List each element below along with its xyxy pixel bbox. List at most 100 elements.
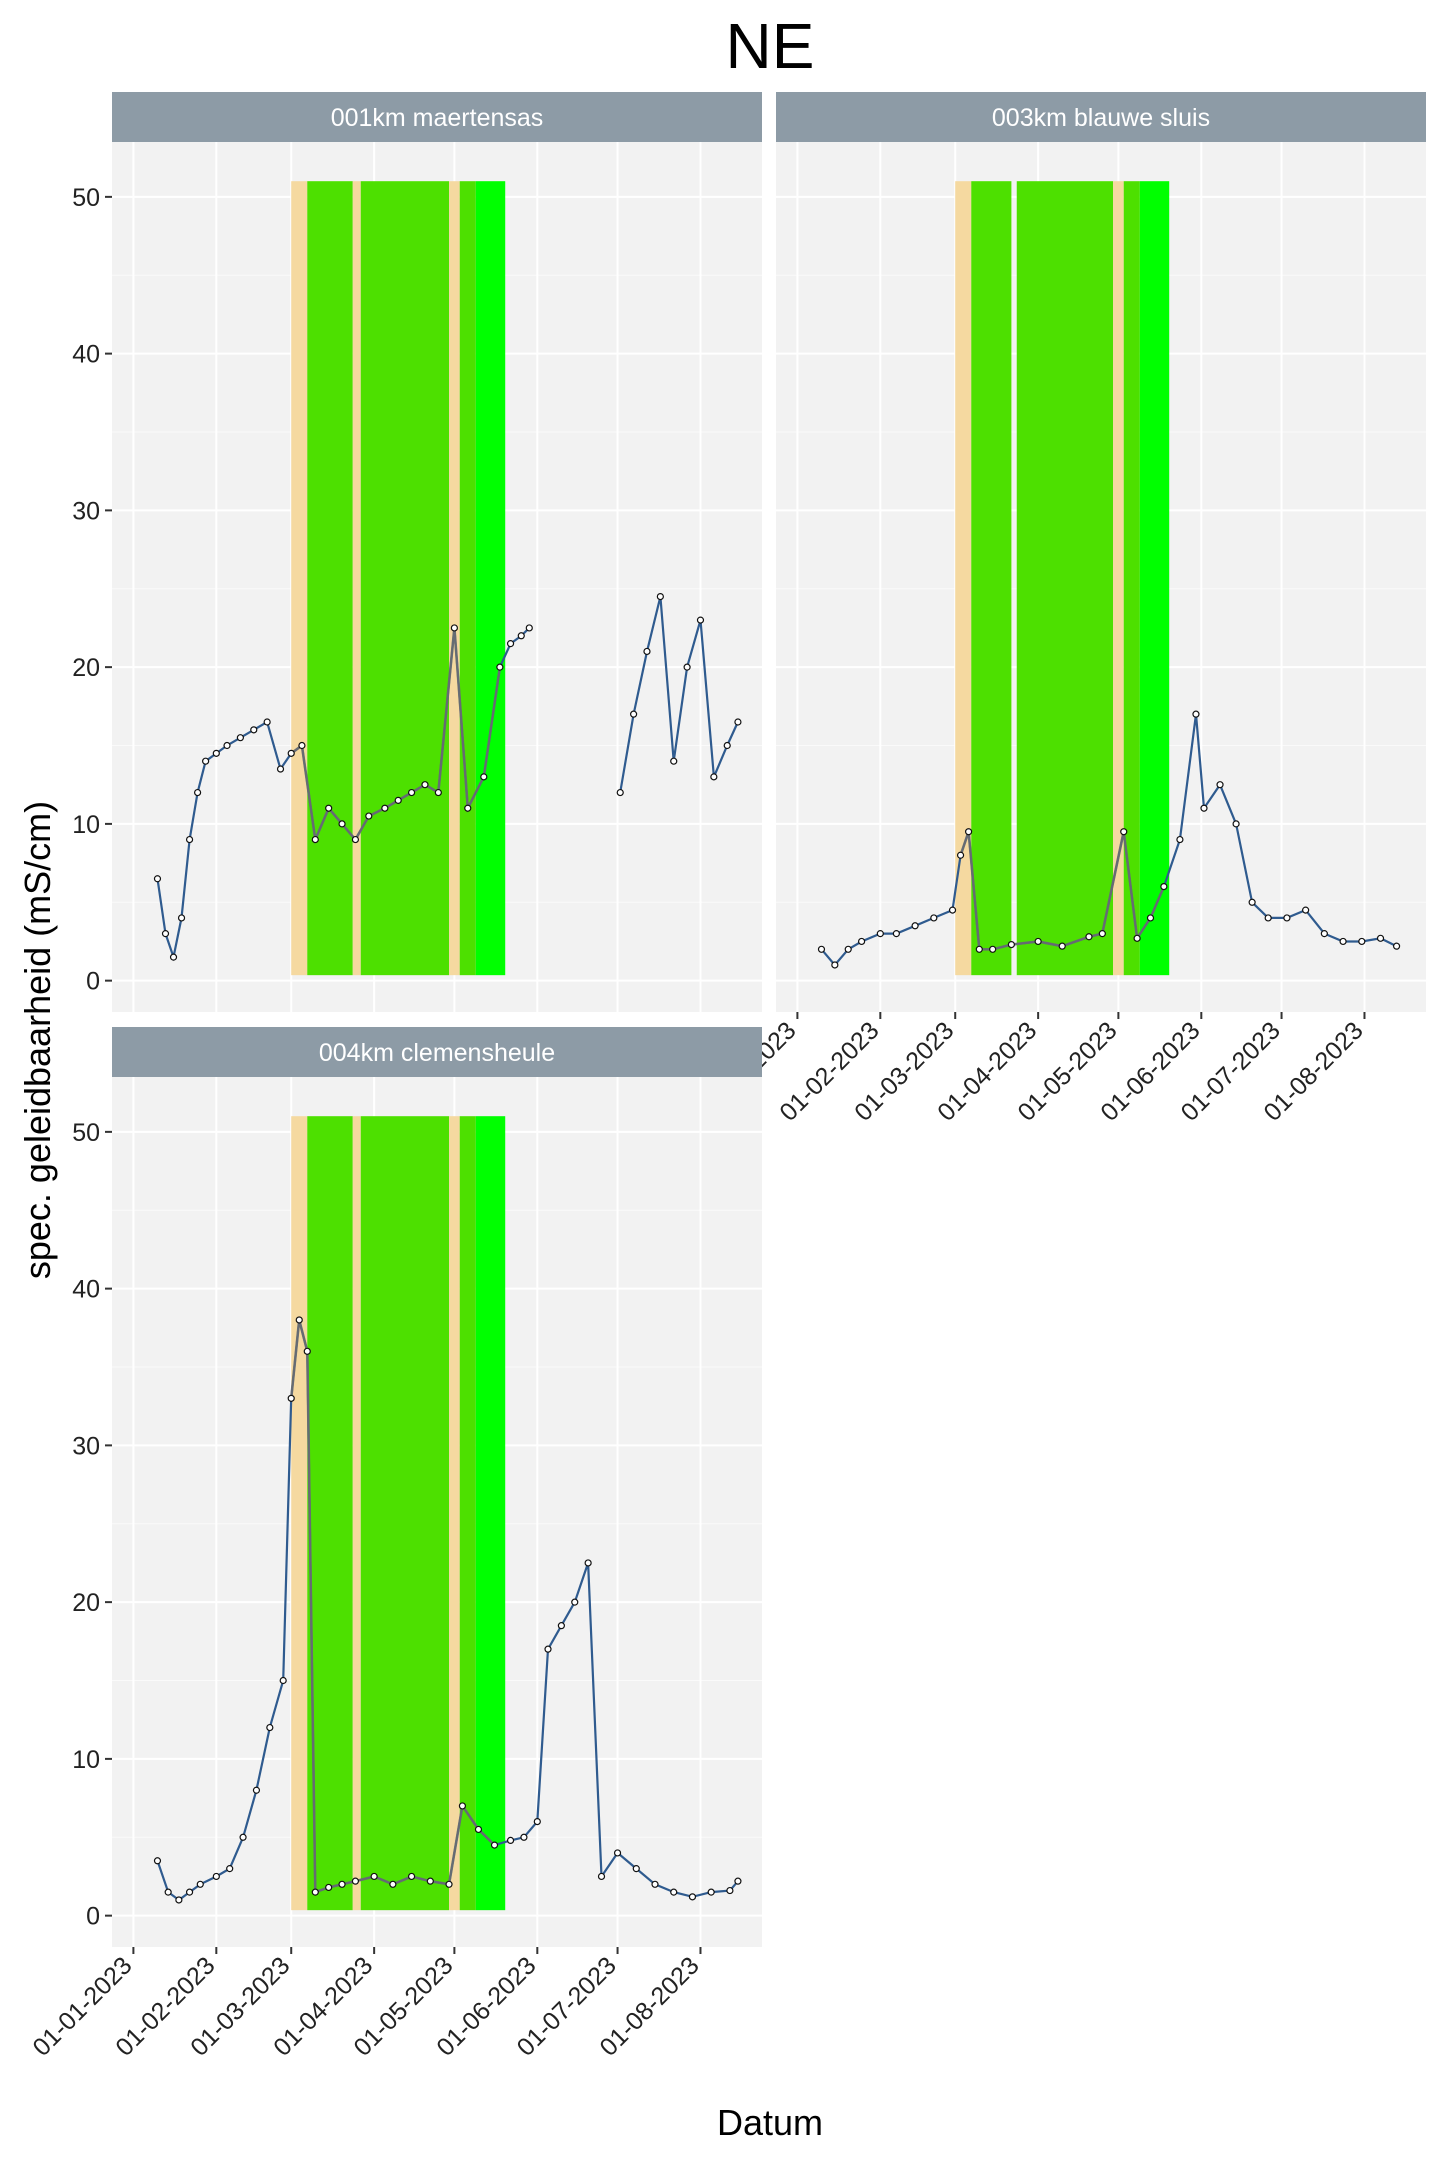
x-axis-label: Datum (717, 2102, 823, 2143)
data-point (325, 1883, 333, 1892)
data-point (164, 1888, 172, 1896)
data-point (1264, 914, 1272, 922)
y-tick-label: 30 (72, 497, 100, 525)
data-point (239, 1833, 247, 1841)
data-point (212, 1872, 220, 1881)
data-point (434, 788, 442, 797)
chart-title: NE (726, 10, 815, 82)
data-point (525, 624, 533, 632)
data-point (520, 1833, 528, 1841)
data-point (1392, 942, 1401, 950)
data-point (613, 1849, 622, 1857)
data-point (1376, 934, 1385, 942)
data-point (153, 875, 162, 883)
y-tick-label: 30 (72, 1432, 100, 1460)
data-point (557, 1622, 565, 1630)
y-axis-label: spec. geleidbaarheid (mS/cm) (17, 801, 58, 1279)
shaded-band (1113, 181, 1124, 976)
shaded-band (291, 181, 308, 976)
shaded-band (307, 181, 353, 976)
data-point (252, 1786, 261, 1794)
data-point (1034, 937, 1042, 946)
data-point (584, 1559, 592, 1567)
data-point (1133, 934, 1141, 942)
series-line-shaded (290, 627, 502, 845)
y-tick-label: 20 (72, 1589, 100, 1617)
data-point (298, 741, 306, 750)
data-point (212, 749, 220, 757)
data-point (683, 663, 691, 671)
data-point (1216, 781, 1224, 789)
data-point (445, 1880, 453, 1888)
data-point (734, 718, 742, 726)
data-point (236, 734, 244, 742)
shaded-band (1016, 181, 1114, 976)
data-point (202, 757, 210, 765)
data-point (1339, 937, 1347, 946)
data-point (1120, 828, 1128, 836)
y-tick-label: 0 (86, 1903, 100, 1931)
data-point (831, 961, 839, 969)
shaded-band (955, 181, 972, 976)
data-point (817, 945, 826, 953)
data-point (389, 1880, 397, 1888)
data-point (726, 1886, 734, 1895)
data-point (544, 1645, 552, 1653)
data-point (351, 1877, 360, 1885)
data-point (857, 937, 866, 946)
data-point (1283, 914, 1291, 922)
data-point (175, 1896, 183, 1904)
data-point (571, 1598, 579, 1606)
facet-strip-label: 001km maertensas (331, 104, 544, 132)
data-point (670, 757, 678, 765)
shaded-band (291, 1116, 308, 1911)
data-point (723, 741, 731, 750)
data-point (450, 624, 458, 632)
data-point (185, 1888, 194, 1896)
series-line (619, 596, 739, 793)
y-tick-label: 40 (72, 341, 100, 369)
data-point (1200, 804, 1208, 812)
data-point (710, 773, 718, 781)
data-point (338, 820, 346, 828)
data-point (911, 922, 919, 930)
data-point (734, 1877, 742, 1885)
shaded-band (360, 181, 450, 976)
data-point (1248, 898, 1256, 906)
data-point (279, 1676, 287, 1685)
y-tick-label: 50 (72, 1119, 100, 1147)
y-tick-label: 40 (72, 1276, 100, 1304)
data-point (1358, 937, 1366, 946)
data-point (490, 1841, 499, 1849)
data-point (948, 906, 957, 914)
data-point (193, 788, 202, 797)
shaded-band (971, 181, 1012, 976)
data-point (161, 930, 170, 938)
data-point (688, 1893, 697, 1901)
shaded-band (1139, 181, 1170, 976)
data-point (351, 835, 360, 844)
data-point (177, 914, 186, 922)
data-point (506, 1836, 515, 1845)
shaded-band (449, 181, 460, 976)
data-point (496, 663, 504, 671)
data-point (250, 726, 258, 734)
data-point (656, 592, 664, 601)
facet-strip-label: 004km clemensheule (319, 1039, 555, 1067)
data-point (1176, 835, 1184, 844)
data-point (365, 812, 373, 820)
shaded-band (449, 1116, 460, 1911)
data-point (226, 1865, 234, 1873)
data-point (338, 1880, 346, 1888)
data-point (643, 647, 651, 656)
data-point (956, 851, 965, 859)
y-tick-label: 10 (72, 811, 100, 839)
shaded-band (459, 181, 476, 976)
data-point (303, 1347, 311, 1355)
data-point (707, 1888, 715, 1896)
data-point (651, 1880, 659, 1888)
data-point (287, 1394, 295, 1402)
shaded-band (475, 1116, 506, 1911)
data-point (196, 1880, 204, 1888)
